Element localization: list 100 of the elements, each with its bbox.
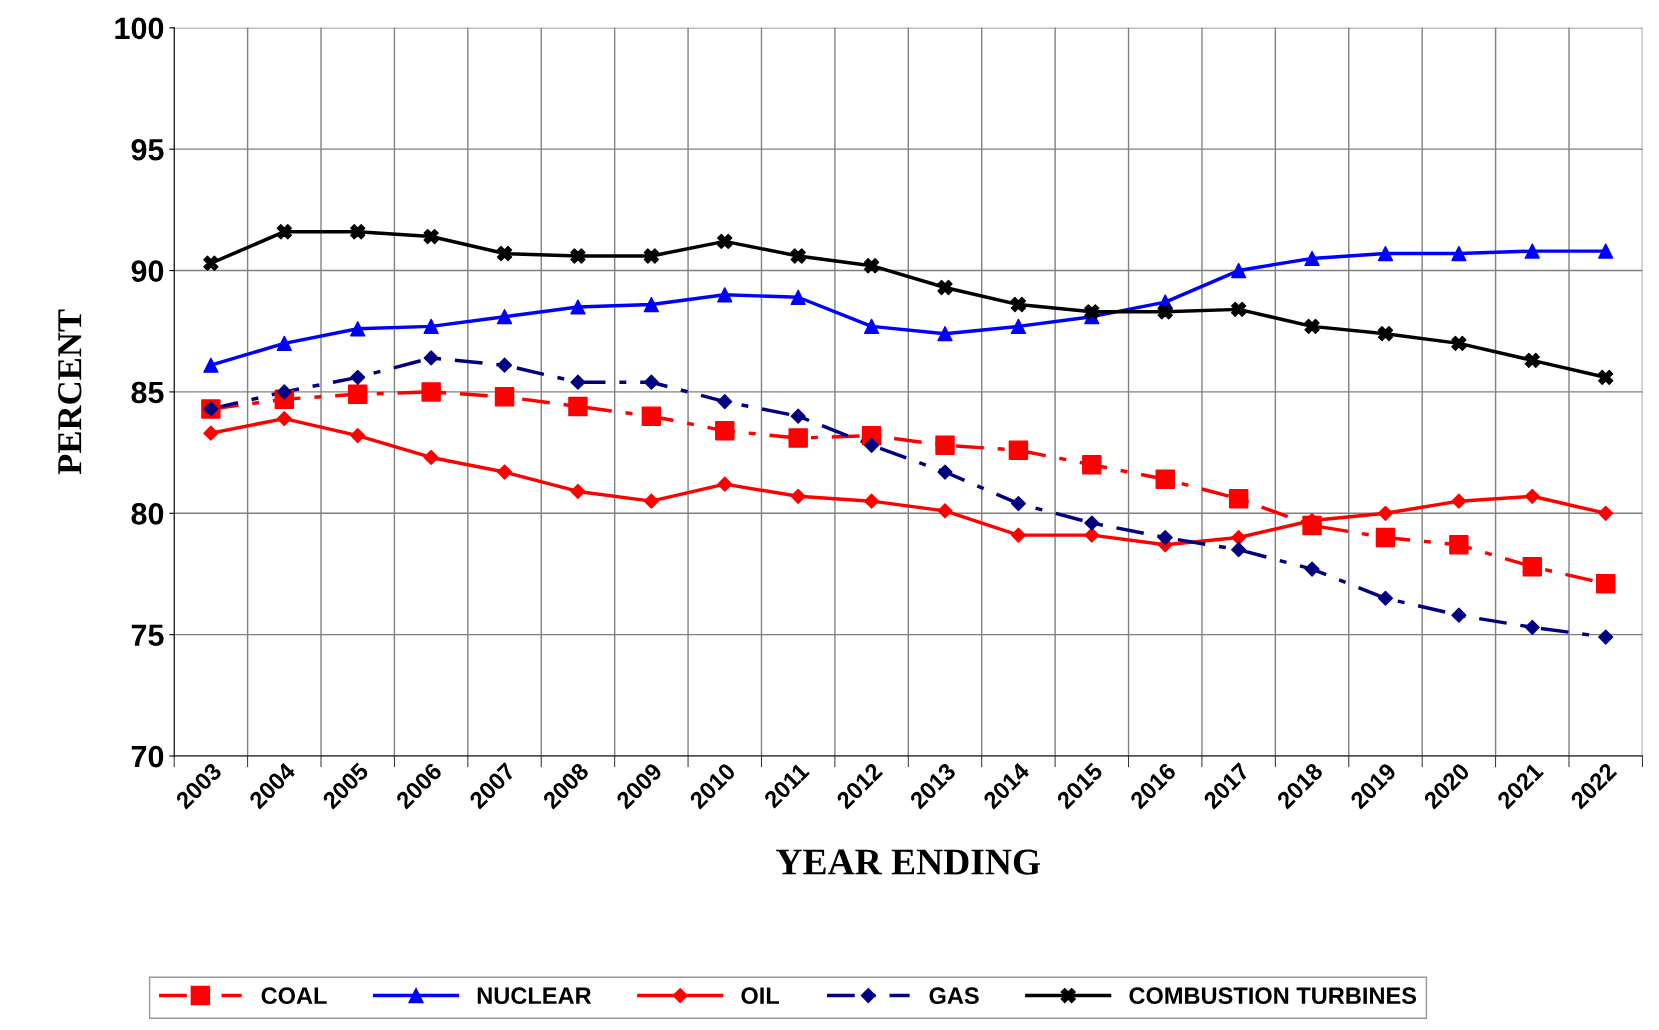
point [1010,496,1026,512]
point [1231,262,1247,279]
point [570,374,586,390]
point [1524,488,1540,504]
point [864,493,880,509]
point [1524,243,1540,259]
legend-label: NUCLEAR [477,987,592,1005]
point [423,318,439,335]
point [717,233,733,250]
point [1598,369,1614,385]
point [203,255,219,271]
point [496,309,513,325]
point [790,408,806,424]
point [717,287,733,303]
point [423,350,439,366]
point [421,382,441,402]
point [1228,488,1249,509]
point [1522,556,1543,577]
point [1598,243,1614,259]
point [1231,301,1247,318]
point [1008,440,1029,460]
point [790,289,806,305]
point [937,503,953,519]
point [1377,245,1394,262]
point [1451,493,1467,509]
legend-label: OIL [741,987,780,1005]
point [494,387,515,407]
y-tick-label: 85 [131,381,164,404]
point [937,326,953,342]
point [570,248,586,264]
point [935,435,955,456]
point [1155,469,1175,490]
point [276,335,292,352]
point [643,248,660,264]
point [1231,529,1247,546]
point [1598,629,1614,645]
point [1377,505,1394,521]
point [1595,573,1616,594]
point [788,428,808,448]
point [1598,505,1614,521]
y-tick-label: 90 [131,260,164,282]
point [350,369,366,385]
point [717,476,733,492]
point [1010,527,1026,543]
point [790,248,806,264]
point [276,411,292,427]
point [1375,527,1396,548]
point [350,321,366,337]
point [276,224,292,240]
point [423,228,439,245]
point [643,374,659,390]
y-tick-label: 95 [131,138,164,161]
point [864,437,880,453]
point [643,493,659,509]
point [1084,304,1100,320]
point [1377,326,1394,342]
point [350,428,366,444]
point [347,384,368,405]
point [641,406,662,426]
legend-label: GAS [929,987,979,1005]
point [1449,535,1469,555]
point [1231,542,1247,558]
point [1084,527,1100,543]
point [1084,515,1100,531]
point [1451,335,1467,352]
point [496,464,513,480]
point [863,318,880,335]
point [715,421,735,441]
point [863,258,880,274]
point [1010,318,1027,335]
point [1524,352,1540,368]
point [1451,245,1467,262]
point [1304,318,1320,335]
point [496,357,513,373]
point [937,464,953,480]
point [1157,304,1173,320]
point [496,245,513,262]
point [570,483,586,500]
point [1304,561,1320,577]
x-axis-title: YEAR ENDING [776,849,1041,875]
y-tick-label: 80 [131,503,164,525]
point [423,449,439,466]
point [570,299,586,315]
point [568,396,588,417]
point [1010,296,1027,313]
point [1377,590,1394,606]
point [1157,529,1173,546]
point [203,425,219,441]
y-tick-label: 100 [115,17,164,40]
point [203,357,219,373]
y-tick-label: 75 [131,624,164,647]
y-axis-title: PERCENT [58,309,82,475]
point [790,488,806,504]
y-tick-label: 70 [131,745,164,768]
point [1304,250,1320,267]
point [717,394,733,410]
point [350,224,366,240]
legend-label: COMBUSTION TURBINES [1129,987,1417,1005]
point [1082,455,1102,475]
point [1524,619,1540,635]
